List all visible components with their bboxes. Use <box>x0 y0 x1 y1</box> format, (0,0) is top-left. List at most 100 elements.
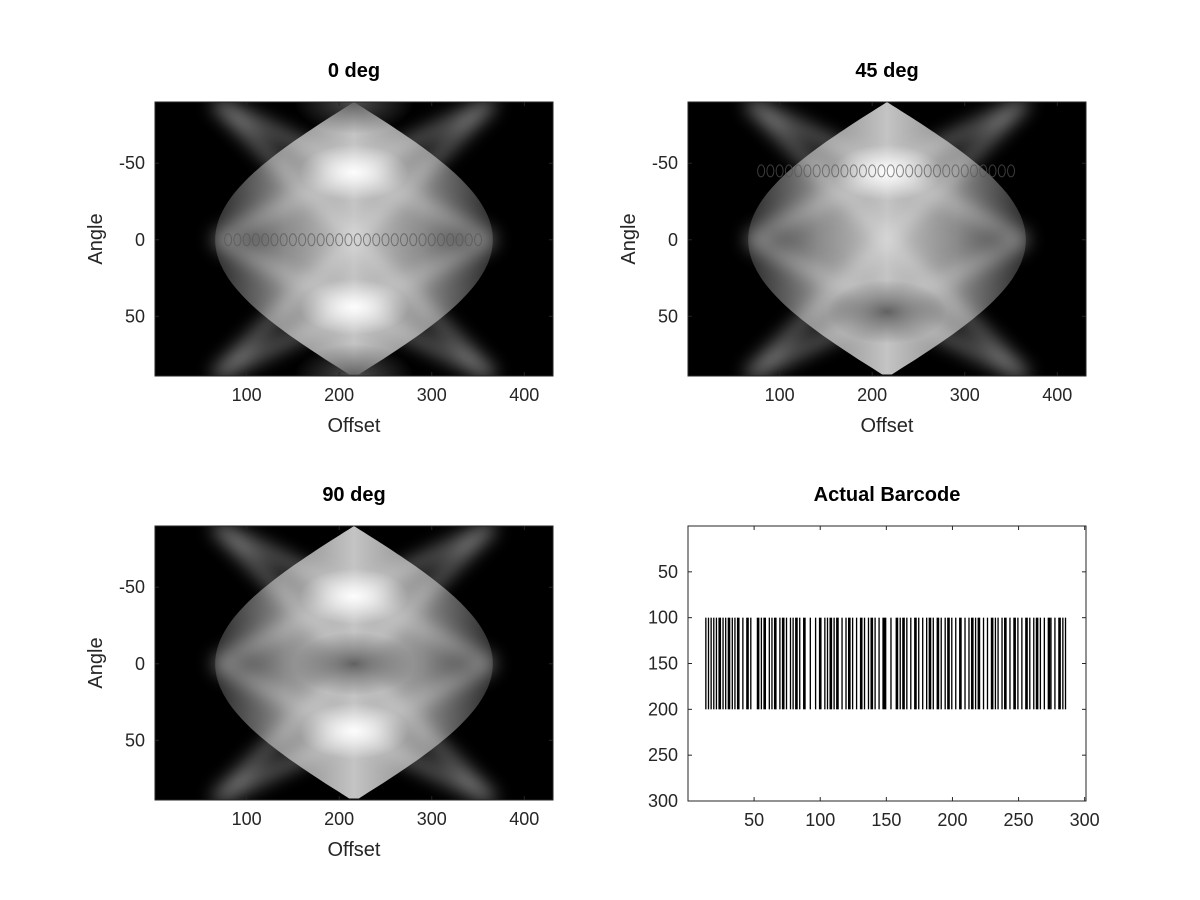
barcode-bar <box>760 617 763 710</box>
ripple-bead <box>821 164 830 178</box>
barcode-bar <box>841 617 843 710</box>
x-axis-label: Offset <box>861 415 914 437</box>
barcode-bar <box>1025 617 1028 710</box>
dark-lobe <box>294 102 414 134</box>
barcode-bar <box>944 617 946 710</box>
barcode-bar <box>1013 617 1016 710</box>
ripple-bead <box>757 164 766 178</box>
barcode-bar <box>824 617 826 710</box>
barcode-bar <box>710 617 712 710</box>
ripple-bead <box>381 233 390 247</box>
y-tick-label: -50 <box>119 577 145 597</box>
barcode-bar <box>713 617 715 710</box>
barcode-bar <box>951 617 953 710</box>
barcode-bar <box>926 617 928 710</box>
barcode-bar <box>1043 617 1046 710</box>
barcode-bar <box>818 617 822 710</box>
axes-border <box>154 101 554 377</box>
ripple-bead <box>868 164 877 178</box>
x-axis-label: Offset <box>328 839 381 861</box>
ripple-bead <box>279 233 288 247</box>
barcode-bar <box>1058 617 1061 710</box>
barcode-bar <box>885 617 887 710</box>
barcode-bar <box>1039 617 1042 710</box>
subplot-actual-barcode: Actual Barcode 50 100 150 200 250 300 50 100 15… <box>648 484 1100 830</box>
barcode-bar <box>994 617 997 710</box>
barcode-bar <box>799 617 801 710</box>
barcode-bar <box>910 617 912 710</box>
ripple-bead <box>418 233 427 247</box>
barcode-bar <box>718 617 722 710</box>
x-tick-label: 200 <box>857 385 887 405</box>
barcode-bar <box>947 617 950 710</box>
x-tick-label: 50 <box>744 810 764 830</box>
axes-frame <box>687 101 1087 377</box>
x-ticks: 50 100 150 200 250 300 <box>744 526 1100 830</box>
barcode-bar <box>955 617 957 710</box>
barcode-bar <box>1001 617 1003 710</box>
ripple-bead <box>362 233 371 247</box>
barcode-bar <box>851 617 854 710</box>
ripple-bead <box>399 233 408 247</box>
ripple-bead <box>794 164 803 178</box>
barcode-bar <box>785 617 788 710</box>
barcode-bar <box>779 617 781 710</box>
streak <box>744 102 1030 376</box>
barcode-bar <box>795 617 798 710</box>
plot-background <box>688 526 1086 801</box>
subplot-title: 90 deg <box>322 484 385 506</box>
barcode-bar <box>882 617 886 710</box>
ripple-bead <box>997 164 1006 178</box>
ripple-bead <box>775 164 784 178</box>
barcode-bar <box>870 617 874 710</box>
ripple-bead <box>409 233 418 247</box>
ripple-bead <box>766 164 775 178</box>
barcode-bar <box>836 617 839 710</box>
ripple-bead <box>886 164 895 178</box>
x-tick-label: 200 <box>937 810 967 830</box>
barcode-bar <box>750 617 752 710</box>
barcode-bar <box>1021 617 1023 710</box>
ripple-band <box>757 164 1016 178</box>
barcode-bar <box>1033 617 1035 710</box>
sinogram-image <box>155 102 553 376</box>
barcode-bar <box>890 617 892 710</box>
barcode-bar <box>705 617 707 710</box>
dark-lobe <box>827 279 947 344</box>
barcode-bar <box>771 617 773 710</box>
barcode-bar <box>902 617 905 710</box>
barcode-bar <box>1004 617 1007 710</box>
sinogram-image <box>155 526 553 800</box>
barcode-bar <box>928 617 932 710</box>
bright-crossing <box>299 144 409 201</box>
x-tick-label: 200 <box>324 385 354 405</box>
x-ticks: 100 200 300 400 <box>232 102 539 405</box>
barcode-bar <box>742 617 744 710</box>
ripple-bead <box>932 164 941 178</box>
ripple-bead <box>812 164 821 178</box>
ripple-bead <box>784 164 793 178</box>
barcode-bar <box>847 617 851 710</box>
barcode-bar <box>756 617 760 710</box>
barcode-bar <box>829 617 833 710</box>
y-tick-label: 0 <box>668 230 678 250</box>
sinogram-image <box>688 102 1086 376</box>
barcode-bar <box>833 617 835 710</box>
ripple-bead <box>474 233 483 247</box>
barcode-bar <box>773 617 777 710</box>
barcode-bar <box>964 617 966 710</box>
barcode-bar <box>809 617 811 710</box>
barcode-bar <box>789 617 792 710</box>
barcode-bar <box>968 617 970 710</box>
x-tick-label: 100 <box>805 810 835 830</box>
x-tick-label: 150 <box>871 810 901 830</box>
subplot-title: 0 deg <box>328 60 380 82</box>
barcode-bar <box>914 617 917 710</box>
barcode-bar <box>936 617 940 710</box>
barcode-bar <box>1017 617 1019 710</box>
ripple-bead <box>923 164 932 178</box>
x-tick-label: 400 <box>509 809 539 829</box>
barcode-bar <box>855 617 858 710</box>
x-tick-label: 250 <box>1004 810 1034 830</box>
barcode-bar <box>878 617 880 710</box>
